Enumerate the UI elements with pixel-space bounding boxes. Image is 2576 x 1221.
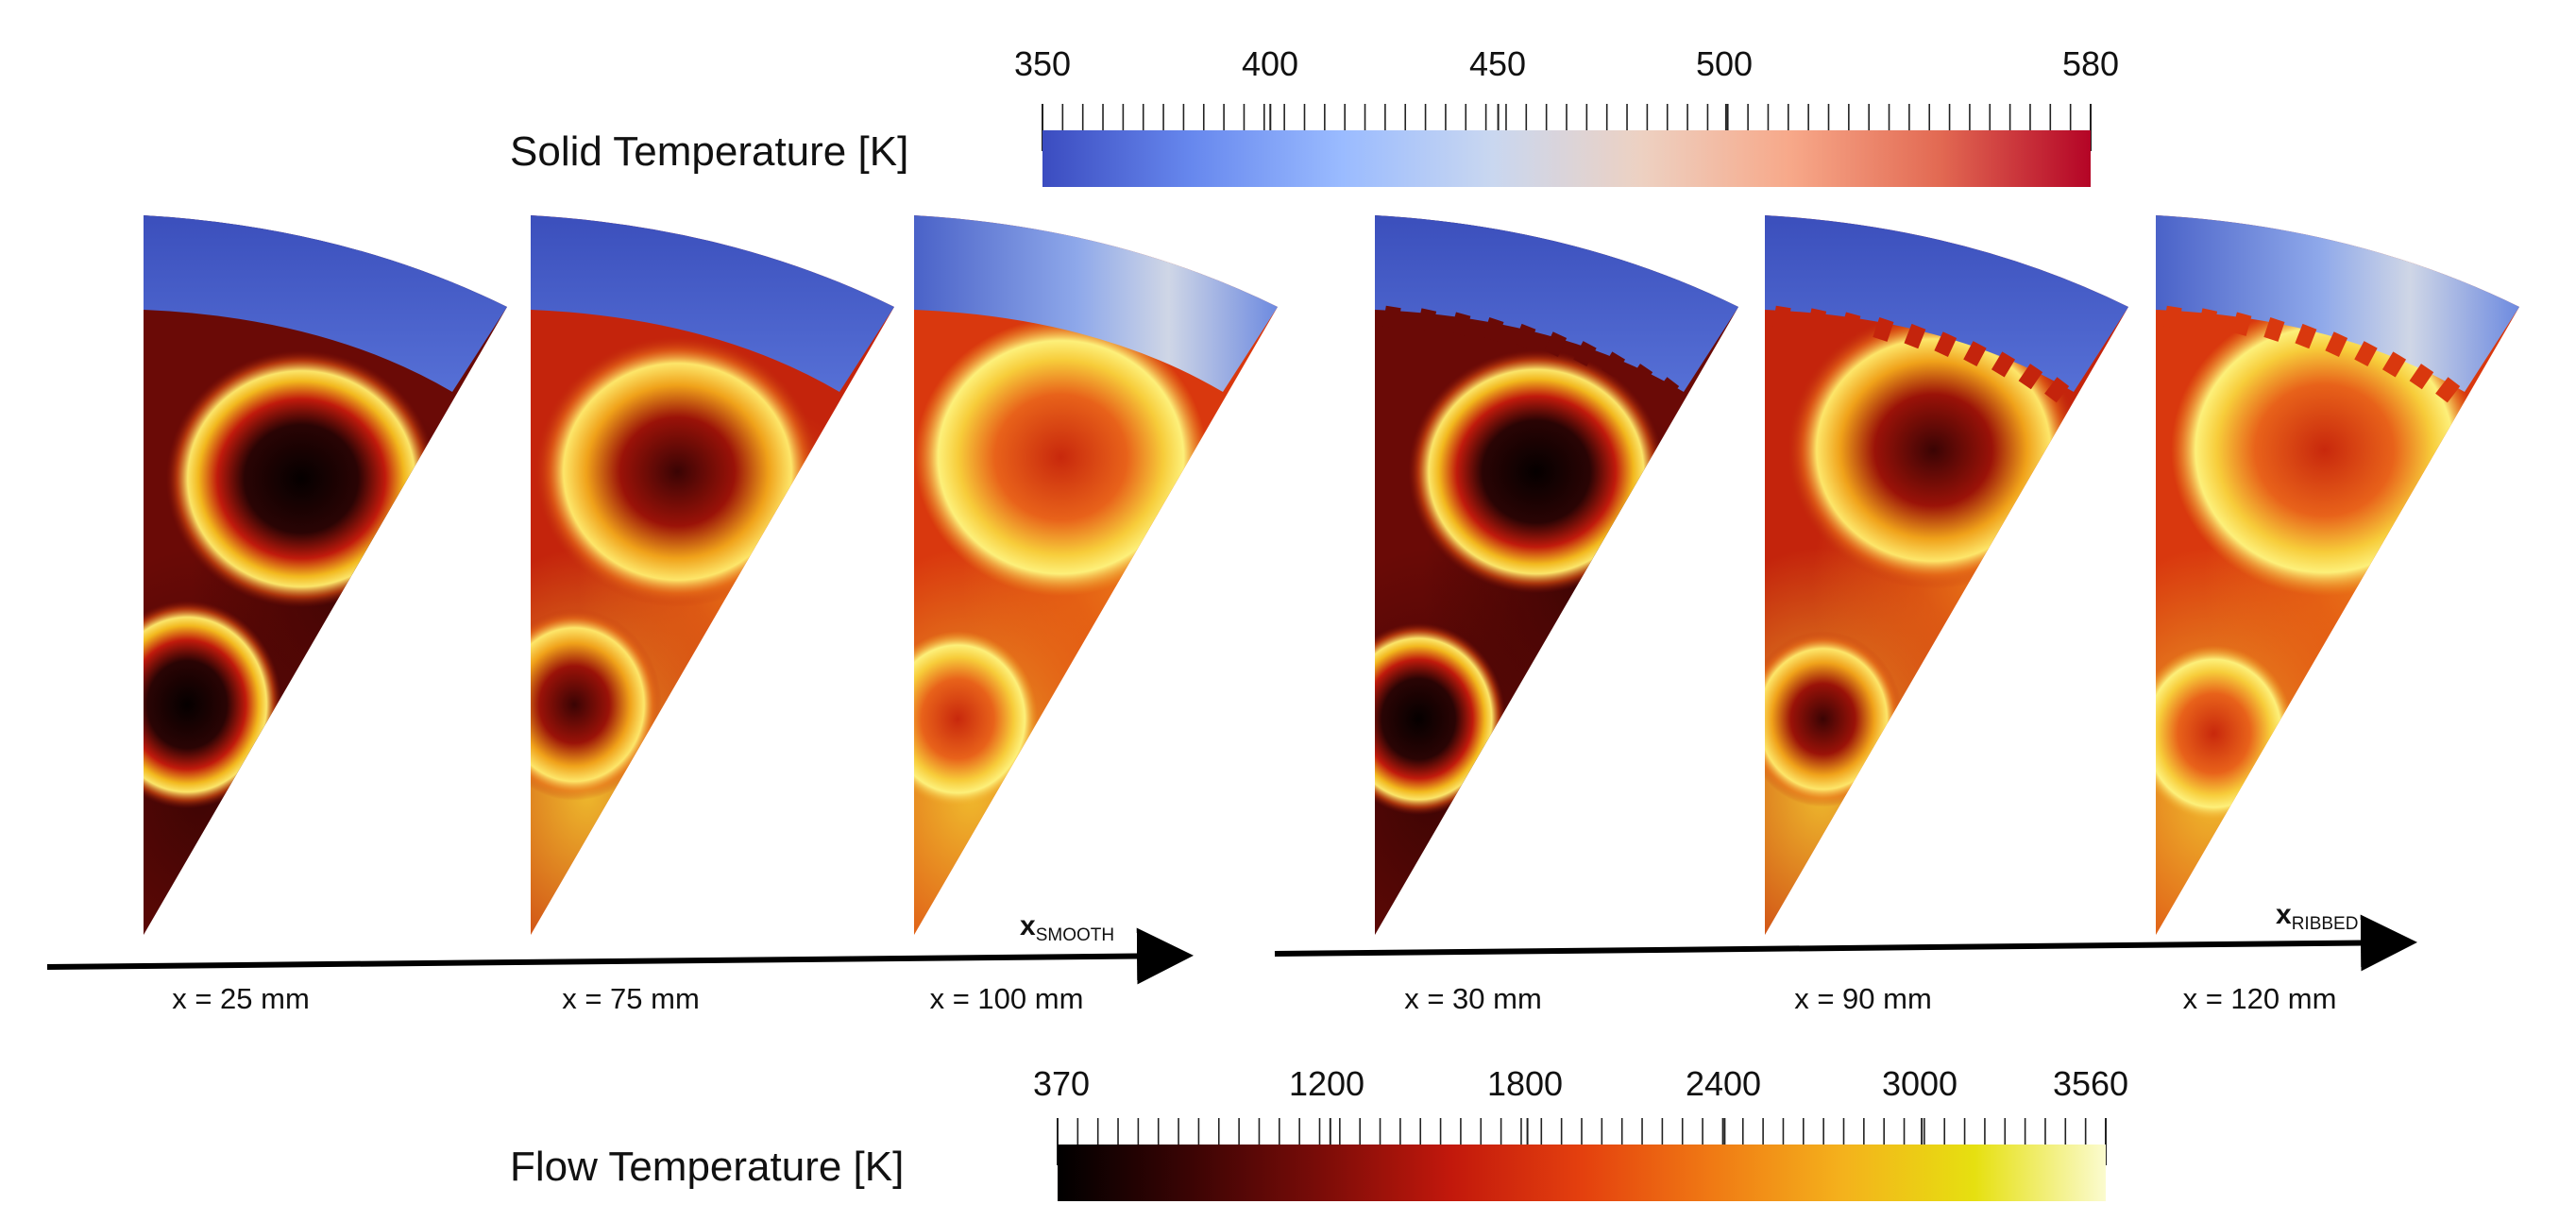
rib-tooth <box>2325 331 2348 357</box>
solid-colorbar-bar <box>1042 130 2091 187</box>
rib-tooth <box>1873 316 1894 342</box>
flame-ring <box>1408 349 1665 594</box>
rib-tooth <box>2044 377 2070 403</box>
rib-tooth <box>2231 312 2252 336</box>
flow-tick-label: 3000 <box>1882 1064 1957 1103</box>
position-label: x = 75 mm <box>562 982 700 1015</box>
solid-tick-label: 500 <box>1696 44 1753 83</box>
rib-tooth <box>2354 341 2378 367</box>
rib-tooth <box>2295 323 2317 349</box>
ribbed-sector-panel <box>1375 215 1738 935</box>
rib-tooth <box>1963 341 1987 367</box>
flow-tick-label: 370 <box>1033 1064 1090 1103</box>
flow-tick-label: 1800 <box>1487 1064 1563 1103</box>
rib-tooth <box>1483 316 1504 342</box>
rib-tooth <box>1416 308 1437 332</box>
smooth-axis-arrow <box>46 927 1194 985</box>
flame-ring-secondary <box>1375 622 1506 816</box>
rib-tooth <box>2163 305 2182 330</box>
solid-wall <box>531 215 894 392</box>
solid-colorbar-labels: 350 400 450 500 580 <box>1014 44 2119 83</box>
position-label: x = 120 mm <box>2183 982 2337 1015</box>
solid-colorbar-title: Solid Temperature [K] <box>510 128 908 175</box>
rib-tooth <box>1840 312 1861 336</box>
rib-tooth <box>2381 351 2407 378</box>
solid-colorbar: Solid Temperature [K] 350 400 450 500 58… <box>510 44 2119 187</box>
rib-tooth <box>1514 323 1536 349</box>
flow-colorbar: Flow Temperature [K] 370 1200 1800 2400 … <box>510 1064 2128 1201</box>
rib-tooth <box>1772 305 1791 330</box>
rib-tooth <box>1628 364 1653 390</box>
rib-tooth <box>2409 364 2434 390</box>
ribbed-sector-panel <box>1765 215 2128 935</box>
rib-tooth <box>1991 351 2016 378</box>
flame-ring-secondary <box>531 608 662 801</box>
flow-colorbar-labels: 370 1200 1800 2400 3000 3560 <box>1033 1064 2128 1103</box>
flame-ring-secondary <box>144 601 282 809</box>
solid-tick-label: 350 <box>1014 44 1071 83</box>
rib-tooth <box>2018 364 2043 390</box>
flow-tick-label: 2400 <box>1686 1064 1761 1103</box>
rib-tooth <box>1573 341 1597 367</box>
solid-tick-label: 580 <box>2062 44 2119 83</box>
rib-tooth <box>1544 331 1568 357</box>
solid-tick-label: 400 <box>1242 44 1298 83</box>
rib-tooth <box>2197 308 2218 332</box>
flow-tick-label: 3560 <box>2053 1064 2128 1103</box>
solid-wall <box>1375 215 1738 392</box>
flow-colorbar-title: Flow Temperature [K] <box>510 1144 904 1190</box>
rib-tooth <box>1450 312 1471 336</box>
position-label: x = 100 mm <box>930 982 1084 1015</box>
ribbed-axis: xRIBBED <box>1274 899 2417 972</box>
position-label: x = 25 mm <box>172 982 310 1015</box>
smooth-sector-panel <box>144 215 507 935</box>
solid-wall <box>2156 215 2519 392</box>
position-label: x = 90 mm <box>1794 982 1932 1015</box>
rib-tooth <box>1382 305 1401 330</box>
solid-colorbar-ticks <box>1042 104 2092 151</box>
solid-tick-label: 450 <box>1469 44 1526 83</box>
rib-tooth <box>1654 377 1680 403</box>
solid-wall <box>1765 215 2128 392</box>
rib-tooth <box>1934 331 1957 357</box>
flame-ring-secondary <box>914 631 1038 807</box>
rib-tooth <box>1904 323 1926 349</box>
flow-tick-label: 1200 <box>1289 1064 1364 1103</box>
ribbed-axis-label: xRIBBED <box>2276 899 2358 934</box>
ribbed-axis-arrow <box>1274 914 2417 972</box>
flame-ring-secondary <box>1765 631 1904 807</box>
solid-wall <box>144 215 507 392</box>
flame-ring-secondary <box>2156 645 2295 822</box>
rib-tooth <box>2263 316 2285 342</box>
rib-tooth <box>1806 308 1827 332</box>
rib-tooth <box>1601 351 1626 378</box>
flow-colorbar-bar <box>1058 1145 2106 1201</box>
flame-ring <box>165 350 437 608</box>
flame-ring <box>914 318 1208 597</box>
position-labels: x = 25 mm x = 75 mm x = 100 mm x = 30 mm… <box>172 982 2336 1015</box>
rib-tooth <box>2435 377 2461 403</box>
smooth-axis-label: xSMOOTH <box>1020 910 1114 945</box>
position-label: x = 30 mm <box>1404 982 1542 1015</box>
smooth-axis: xSMOOTH <box>46 910 1194 985</box>
solid-wall <box>914 215 1278 392</box>
sector-panels <box>144 215 2519 935</box>
flame-ring <box>534 336 821 607</box>
